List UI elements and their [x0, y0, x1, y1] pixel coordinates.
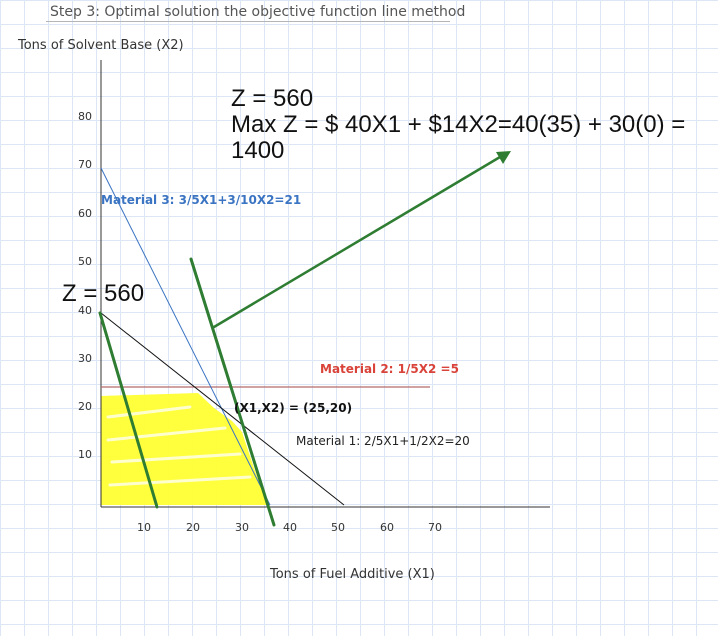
- material3-label: Material 3: 3/5X1+3/10X2=21: [101, 193, 302, 207]
- objective-line-left: [98, 311, 159, 509]
- x-tick-60: 60: [380, 521, 394, 534]
- material2-label: Material 2: 1/5X2 =5: [320, 362, 459, 376]
- direction-arrow-shaft: [212, 155, 502, 329]
- z-label-left: Z = 560: [62, 280, 145, 307]
- objective-result: 1400: [231, 137, 285, 164]
- y-tick-10: 10: [78, 448, 92, 461]
- x-tick-50: 50: [331, 521, 345, 534]
- diagram-title: Step 3: Optimal solution the objective f…: [50, 4, 466, 20]
- arrowhead-icon: [496, 151, 511, 164]
- material1-label: Material 1: 2/5X1+1/2X2=20: [296, 434, 470, 448]
- x-tick-20: 20: [186, 521, 200, 534]
- objective-function-text: Z = 560 Max Z = $ 40X1 + $14X2=40(35) + …: [231, 86, 685, 164]
- y-tick-60: 60: [78, 207, 92, 220]
- x-axis-label: Tons of Fuel Additive (X1): [270, 567, 435, 582]
- x-tick-10: 10: [137, 521, 151, 534]
- feasible-region-strokes: [106, 405, 252, 487]
- objective-max-equation: Max Z = $ 40X1 + $14X2=40(35) + 30(0) =: [231, 111, 686, 138]
- y-tick-40: 40: [78, 304, 92, 317]
- x-tick-70: 70: [428, 521, 442, 534]
- y-tick-20: 20: [78, 400, 92, 413]
- title-underline: [46, 21, 450, 22]
- y-tick-30: 30: [78, 352, 92, 365]
- material1-line: [100, 312, 345, 506]
- corner-point-label: (X1,X2) = (25,20): [234, 401, 353, 415]
- x-tick-30: 30: [235, 521, 249, 534]
- y-axis-label: Tons of Solvent Base (X2): [18, 38, 184, 53]
- y-tick-50: 50: [78, 255, 92, 268]
- material3-line: [100, 167, 271, 506]
- objective-z-value: Z = 560: [231, 85, 314, 112]
- x-tick-40: 40: [283, 521, 297, 534]
- objective-line-right: [189, 257, 276, 527]
- y-tick-80: 80: [78, 110, 92, 123]
- y-tick-70: 70: [78, 158, 92, 171]
